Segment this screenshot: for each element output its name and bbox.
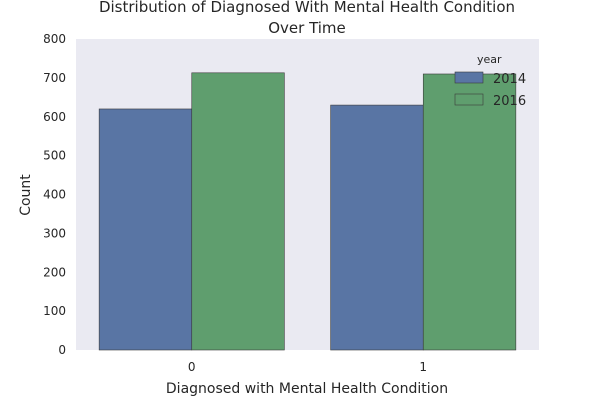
chart-title-line-1: Distribution of Diagnosed With Mental He… xyxy=(99,0,515,16)
y-tick-label: 100 xyxy=(43,304,66,318)
legend-label-2016: 2016 xyxy=(493,94,526,109)
y-tick-label: 400 xyxy=(43,188,66,202)
y-tick-label: 200 xyxy=(43,265,66,279)
legend-swatch-2016 xyxy=(454,93,484,106)
y-axis-label: Count xyxy=(18,174,34,216)
y-tick-label: 500 xyxy=(43,149,66,163)
x-axis-label: Diagnosed with Mental Health Condition xyxy=(166,381,448,397)
x-tick-label: 1 xyxy=(419,360,427,374)
y-tick-label: 700 xyxy=(43,71,66,85)
legend-swatch-2014 xyxy=(454,71,484,84)
legend-title: year xyxy=(477,53,502,66)
legend: year 2014 2016 xyxy=(454,53,526,109)
bars-group xyxy=(98,72,517,351)
y-tick-label: 600 xyxy=(43,110,66,124)
legend-label-2014: 2014 xyxy=(493,72,526,87)
y-tick-label: 300 xyxy=(43,226,66,240)
bar-2014-1 xyxy=(330,104,424,351)
chart-title-line-2: Over Time xyxy=(268,19,346,37)
bar-2016-0 xyxy=(191,72,285,351)
y-tick-label: 800 xyxy=(43,32,66,46)
bar-2016-1 xyxy=(422,73,517,351)
bar-2014-0 xyxy=(98,108,193,351)
x-tick-label: 0 xyxy=(188,360,196,374)
y-tick-labels: 0 100 200 300 400 500 600 700 800 xyxy=(43,32,66,357)
y-tick-label: 0 xyxy=(58,343,66,357)
